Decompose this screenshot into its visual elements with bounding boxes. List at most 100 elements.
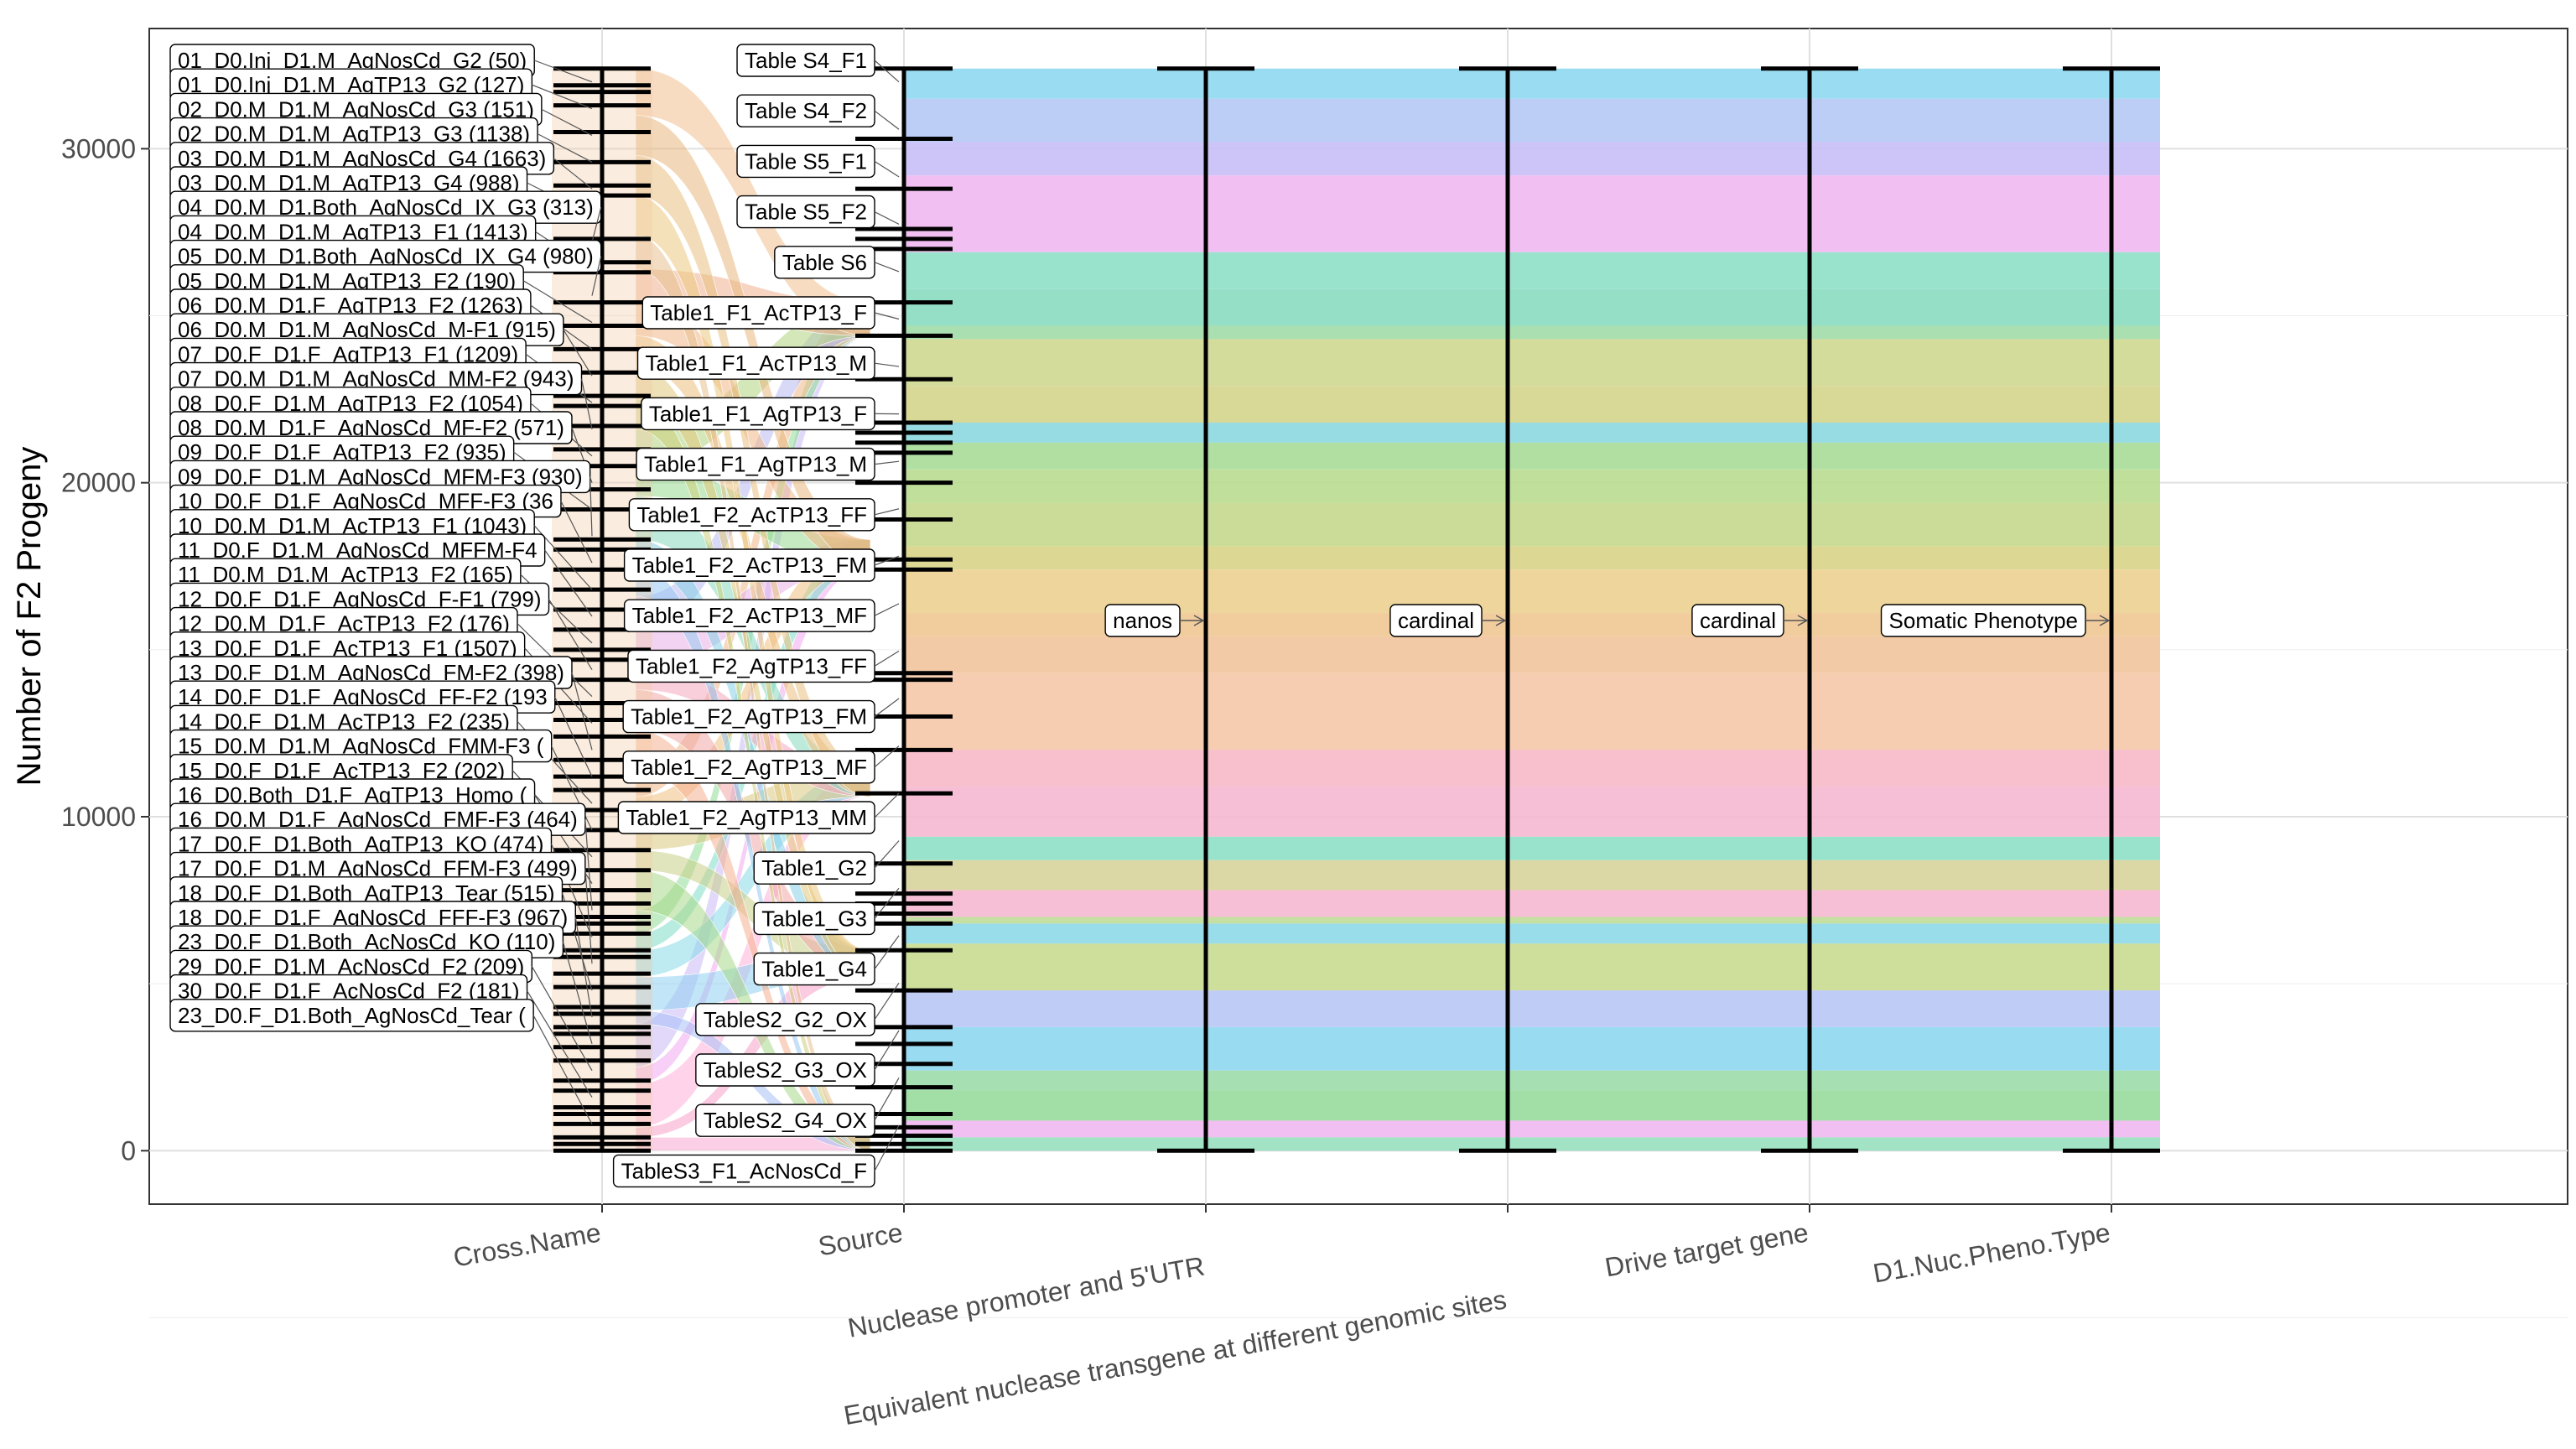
single-stratum-label-3: Somatic Phenotype xyxy=(1880,604,2086,637)
source-label-9-text: Table1_F2_AcTP13_FF xyxy=(636,502,867,527)
flow-band-0 xyxy=(904,68,2160,99)
source-leader-0 xyxy=(874,60,900,83)
cross-name-leader-2 xyxy=(541,108,593,136)
source-leader-5 xyxy=(874,312,900,320)
flow-band-2 xyxy=(904,142,2160,176)
source-label-11-text: Table1_F2_AcTP13_MF xyxy=(632,603,867,628)
source-label-1-text: Table S4_F2 xyxy=(745,98,867,123)
source-label-15-text: Table1_F2_AgTP13_MM xyxy=(626,805,867,830)
source-leader-20 xyxy=(874,1030,900,1071)
source-label-0-text: Table S4_F1 xyxy=(745,48,867,73)
source-label-22: TableS3_F1_AcNosCd_F xyxy=(612,1154,875,1188)
source-label-21: TableS2_G4_OX xyxy=(695,1104,875,1137)
cross-name-leader-37 xyxy=(531,966,593,1071)
source-label-21-text: TableS2_G4_OX xyxy=(704,1108,867,1133)
cross-name-leader-17 xyxy=(589,476,593,537)
single-stratum-arrow-3 xyxy=(2099,615,2111,626)
cross-name-leader-1 xyxy=(532,84,593,110)
source-label-14-text: Table1_F2_AgTP13_MF xyxy=(631,755,867,780)
cross-name-leader-4 xyxy=(553,158,593,190)
source-label-20: TableS2_G3_OX xyxy=(695,1053,875,1087)
source-label-6-text: Table1_F1_AcTP13_M xyxy=(646,351,867,376)
source-label-3-text: Table S5_F2 xyxy=(745,200,867,225)
single-stratum-arrow-2 xyxy=(1797,615,1809,626)
source-leader-8 xyxy=(874,460,900,465)
cross-name-leader-8 xyxy=(591,256,602,296)
source-label-7-text: Table1_F1_AgTP13_F xyxy=(649,401,867,426)
flow-band-4 xyxy=(904,252,2160,289)
source-leader-9 xyxy=(874,508,900,516)
source-label-5-text: Table1_F1_AcTP13_F xyxy=(650,300,867,325)
single-stratum-label-1-text: cardinal xyxy=(1398,608,1474,633)
source-label-10-text: Table1_F2_AcTP13_FM xyxy=(632,553,867,578)
flow-band-28 xyxy=(904,1070,2160,1091)
source-label-12: Table1_F2_AgTP13_FF xyxy=(627,649,875,683)
flow-bands xyxy=(904,68,2160,1151)
source-label-17: Table1_G3 xyxy=(753,901,875,936)
source-leader-19 xyxy=(874,982,900,1021)
cross-name-leader-13 xyxy=(580,378,593,430)
flow-band-27 xyxy=(904,1026,2160,1071)
flow-band-18 xyxy=(904,750,2160,787)
source-leader-22 xyxy=(874,1124,900,1171)
source-label-15: Table1_F2_AgTP13_MM xyxy=(617,801,875,834)
cross-name-leader-20 xyxy=(544,549,593,617)
flow-band-16 xyxy=(904,636,2160,673)
flow-band-10 xyxy=(904,442,2160,470)
cross-name-leader-38 xyxy=(527,990,593,1098)
flow-band-12 xyxy=(904,502,2160,547)
source-label-16-text: Table1_G2 xyxy=(761,855,867,880)
flow-band-8 xyxy=(904,386,2160,423)
source-label-18: Table1_G4 xyxy=(753,952,875,986)
flow-band-22 xyxy=(904,890,2160,917)
source-label-5: Table1_F1_AcTP13_F xyxy=(641,296,875,330)
cross-name-leader-22 xyxy=(548,599,593,671)
flow-band-13 xyxy=(904,546,2160,570)
source-label-10: Table1_F2_AcTP13_FM xyxy=(623,548,875,582)
flow-band-23 xyxy=(904,917,2160,924)
single-stratum-arrow-0 xyxy=(1193,615,1205,626)
flow-band-20 xyxy=(904,836,2160,860)
cross-name-leader-36 xyxy=(562,942,593,1044)
cross-name-leader-0 xyxy=(534,60,593,83)
flow-band-5 xyxy=(904,288,2160,326)
x-axis-label-1: Source xyxy=(816,1217,905,1261)
cross-name-leader-3 xyxy=(537,133,593,163)
cross-name-leader-6 xyxy=(591,207,602,243)
single-stratum-label-3-text: Somatic Phenotype xyxy=(1889,608,2078,633)
source-leader-4 xyxy=(874,262,900,273)
source-label-8: Table1_F1_AgTP13_M xyxy=(636,447,875,481)
flow-band-26 xyxy=(904,990,2160,1027)
source-label-2: Table S5_F1 xyxy=(736,144,875,179)
source-label-16: Table1_G2 xyxy=(753,851,875,885)
single-stratum-arrow-1 xyxy=(1495,615,1507,626)
flow-band-11 xyxy=(904,469,2160,503)
source-label-18-text: Table1_G4 xyxy=(761,957,867,982)
source-label-22-text: TableS3_F1_AcNosCd_F xyxy=(621,1158,867,1183)
source-leader-10 xyxy=(874,555,900,566)
cross-name-leader-39 xyxy=(532,1015,593,1124)
flow-band-29 xyxy=(904,1090,2160,1121)
source-label-3: Table S5_F2 xyxy=(736,195,875,229)
flow-band-3 xyxy=(904,175,2160,252)
flow-band-17 xyxy=(904,673,2160,750)
source-label-9: Table1_F2_AcTP13_FF xyxy=(628,498,875,532)
source-leader-3 xyxy=(874,211,900,225)
single-stratum-label-0: nanos xyxy=(1104,604,1181,637)
single-stratum-label-1: cardinal xyxy=(1389,604,1483,637)
source-label-19-text: TableS2_G2_OX xyxy=(704,1007,867,1032)
source-leader-12 xyxy=(874,650,900,667)
source-leader-6 xyxy=(874,362,900,367)
y-axis-title: Number of F2 Progeny xyxy=(11,447,48,787)
flow-band-9 xyxy=(904,422,2160,443)
cross-name-leader-26 xyxy=(554,696,593,777)
y-axis: 0 10000 20000 30000 xyxy=(61,133,149,1166)
source-label-13-text: Table1_F2_AgTP13_FM xyxy=(631,704,867,730)
y-tick-label-2: 20000 xyxy=(61,468,136,498)
source-label-13: Table1_F2_AgTP13_FM xyxy=(622,699,875,734)
source-leader-11 xyxy=(874,603,900,616)
single-stratum-label-0-text: nanos xyxy=(1113,608,1172,633)
source-label-4: Table S6 xyxy=(774,246,875,279)
cross-name-leader-31 xyxy=(584,819,593,911)
